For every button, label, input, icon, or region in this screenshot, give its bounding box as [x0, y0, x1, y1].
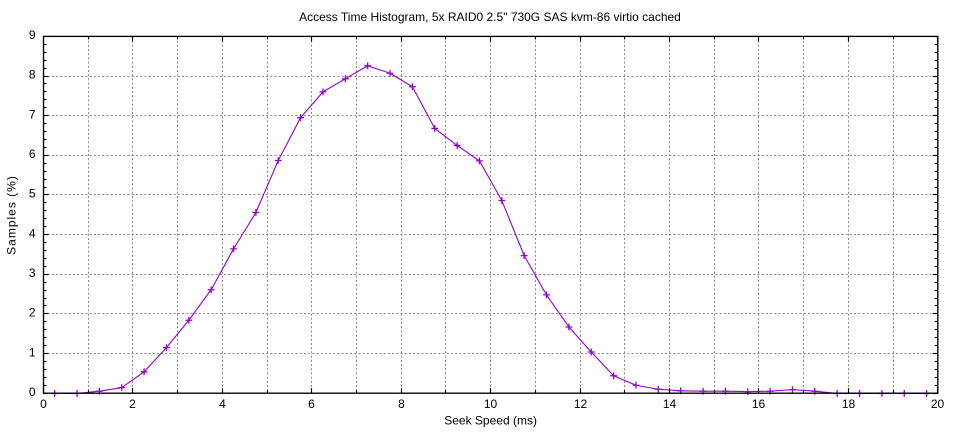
svg-text:0: 0 [40, 397, 47, 411]
svg-text:3: 3 [29, 266, 36, 280]
svg-text:4: 4 [29, 226, 36, 240]
svg-text:8: 8 [398, 397, 405, 411]
svg-text:4: 4 [219, 397, 226, 411]
svg-text:7: 7 [29, 107, 36, 121]
svg-text:16: 16 [752, 397, 766, 411]
svg-text:2: 2 [129, 397, 136, 411]
svg-text:9: 9 [29, 28, 36, 42]
svg-text:20: 20 [931, 397, 945, 411]
svg-text:12: 12 [574, 397, 588, 411]
svg-text:6: 6 [29, 147, 36, 161]
svg-text:0: 0 [29, 385, 36, 399]
svg-text:14: 14 [663, 397, 677, 411]
svg-text:6: 6 [308, 397, 315, 411]
svg-text:Access Time Histogram, 5x RAID: Access Time Histogram, 5x RAID0 2.5" 730… [299, 10, 681, 24]
svg-text:5: 5 [29, 187, 36, 201]
svg-text:18: 18 [842, 397, 856, 411]
svg-text:1: 1 [29, 345, 36, 359]
svg-text:10: 10 [484, 397, 498, 411]
svg-text:Samples (%): Samples (%) [5, 175, 19, 255]
svg-text:Seek Speed (ms): Seek Speed (ms) [444, 413, 537, 427]
svg-text:2: 2 [29, 306, 36, 320]
svg-text:8: 8 [29, 68, 36, 82]
